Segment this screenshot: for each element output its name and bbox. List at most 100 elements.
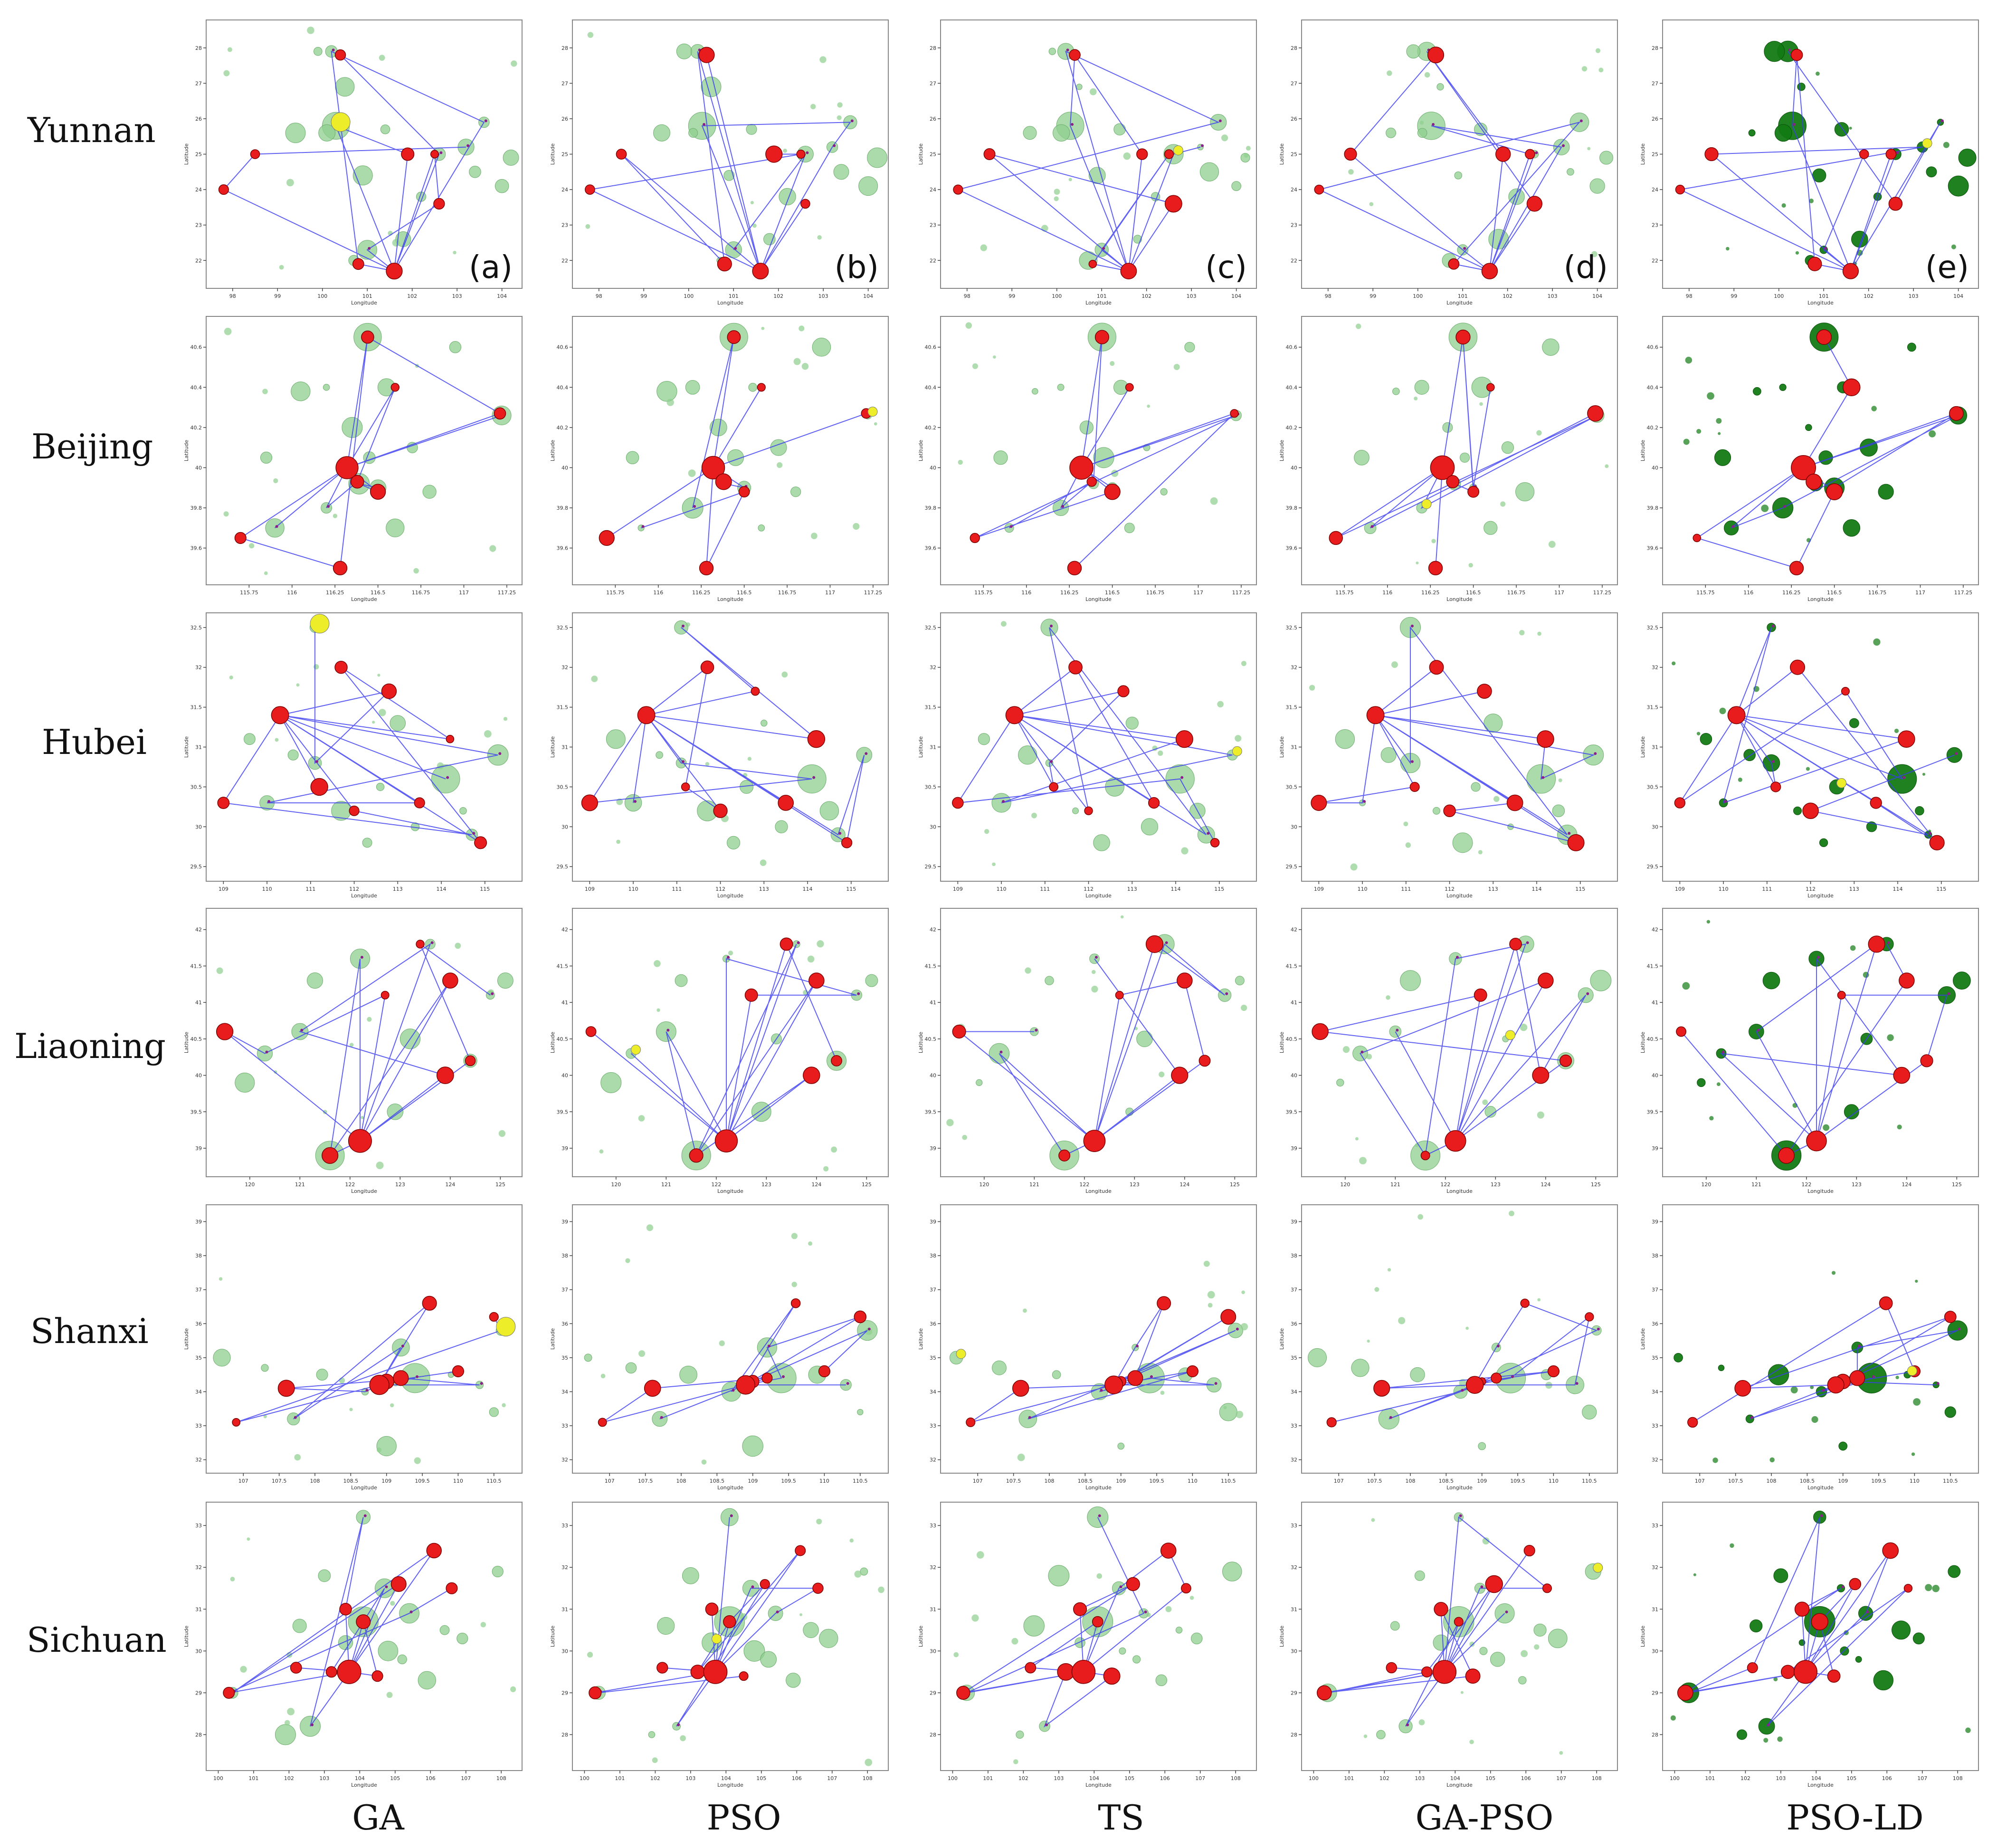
customer-point bbox=[1117, 1442, 1125, 1450]
x-tick-label: 117.25 bbox=[1232, 590, 1251, 596]
y-tick-label: 40.6 bbox=[190, 344, 202, 351]
depot-point bbox=[1811, 1613, 1828, 1630]
x-tick-label: 116 bbox=[1382, 590, 1392, 596]
x-tick-label: 101 bbox=[1458, 293, 1468, 299]
customer-point bbox=[1816, 71, 1820, 76]
depot-point bbox=[778, 795, 794, 811]
customer-point bbox=[418, 1671, 437, 1690]
x-tick-label: 104 bbox=[1450, 1775, 1460, 1781]
route-node bbox=[838, 832, 842, 835]
x-tick-label: 101 bbox=[1097, 293, 1107, 299]
x-tick-label: 116.5 bbox=[737, 590, 752, 596]
customer-point bbox=[1371, 1518, 1375, 1522]
route-line bbox=[588, 51, 851, 273]
customer-point bbox=[1536, 430, 1542, 436]
x-tick-label: 98 bbox=[229, 293, 236, 299]
customer-point bbox=[1670, 1715, 1676, 1721]
x-tick-label: 110 bbox=[1188, 1478, 1198, 1484]
route-node bbox=[1586, 992, 1589, 995]
depot-point bbox=[1806, 473, 1822, 490]
depot-point bbox=[1509, 938, 1522, 951]
y-tick-label: 40.6 bbox=[1647, 344, 1659, 351]
customer-point bbox=[287, 749, 299, 761]
customer-point bbox=[489, 545, 496, 552]
route-node bbox=[1218, 119, 1222, 123]
customer-point bbox=[390, 715, 406, 731]
customer-point bbox=[1682, 982, 1690, 990]
y-tick-label: 34 bbox=[1652, 1389, 1658, 1395]
depot-point bbox=[1827, 1376, 1845, 1394]
x-tick-label: 116.75 bbox=[1507, 590, 1526, 596]
customer-point bbox=[1120, 915, 1124, 919]
depot-point bbox=[1827, 1669, 1841, 1683]
customer-point bbox=[1873, 1670, 1894, 1691]
depot-point bbox=[1491, 1372, 1502, 1384]
customer-point bbox=[1399, 970, 1421, 991]
customer-point bbox=[294, 1454, 301, 1461]
customer-point bbox=[1032, 388, 1038, 395]
col-label-pso-ld: PSO-LD bbox=[1786, 1798, 1924, 1838]
x-tick-label: 107 bbox=[1334, 1478, 1344, 1484]
x-tick-label: 104 bbox=[1231, 293, 1241, 299]
x-tick-label: 109 bbox=[1675, 886, 1685, 892]
customer-point bbox=[779, 188, 796, 206]
customer-point bbox=[489, 1407, 499, 1417]
depot-point bbox=[1789, 561, 1804, 576]
y-tick-label: 30 bbox=[930, 824, 936, 830]
depot-point bbox=[703, 1659, 728, 1684]
customer-point bbox=[1763, 1738, 1769, 1743]
customer-point bbox=[1387, 1268, 1391, 1272]
x-tick-label: 116.5 bbox=[371, 590, 386, 596]
panel-sichuan-ga: 100 101 102 103 104 105 106 107 108 28 29 30 31 32 33 L… bbox=[183, 1502, 523, 1788]
customer-point bbox=[1160, 488, 1168, 495]
y-tick-label: 35 bbox=[930, 1355, 936, 1361]
depot-point bbox=[1373, 1380, 1390, 1397]
depot-point bbox=[841, 837, 853, 848]
customer-point bbox=[1000, 621, 1007, 627]
customer-point bbox=[1719, 707, 1726, 714]
y-tick-label: 40.5 bbox=[925, 1036, 937, 1042]
customer-point bbox=[760, 859, 767, 866]
x-tick-label: 120 bbox=[979, 1181, 989, 1188]
depot-point bbox=[1136, 148, 1148, 160]
depot-point bbox=[1058, 1149, 1071, 1162]
customer-point bbox=[1932, 1585, 1940, 1592]
depot-point bbox=[1443, 804, 1456, 817]
customer-point bbox=[248, 543, 255, 549]
customer-point bbox=[1386, 995, 1390, 1000]
y-tick-label: 41.5 bbox=[557, 963, 569, 969]
depot-point bbox=[796, 149, 806, 159]
depot-point bbox=[1693, 533, 1702, 543]
route-node bbox=[1201, 144, 1204, 147]
highlight-point bbox=[1907, 1366, 1917, 1376]
y-tick-label: 25 bbox=[930, 152, 936, 158]
customer-point bbox=[680, 1735, 686, 1742]
panel-yunnan-ts: 98 99 100 101 102 103 104 22 23 24 25 26 27 28 Longitu… bbox=[918, 19, 1257, 306]
depot-point bbox=[1885, 149, 1897, 160]
depot-point bbox=[371, 1670, 383, 1682]
route-node bbox=[1461, 1389, 1464, 1392]
customer-point bbox=[685, 380, 700, 395]
x-tick-label: 99 bbox=[274, 293, 281, 299]
x-tick-label: 104 bbox=[721, 1775, 731, 1781]
customer-point bbox=[1113, 123, 1126, 136]
customer-point bbox=[747, 757, 751, 761]
plot-frame bbox=[572, 1204, 889, 1474]
customer-point bbox=[287, 1708, 295, 1715]
customer-point bbox=[1386, 127, 1397, 138]
customer-point bbox=[1582, 1404, 1597, 1420]
y-tick-label: 40.5 bbox=[1286, 1036, 1298, 1042]
y-axis-label: Latitude bbox=[1279, 143, 1285, 165]
depot-point bbox=[589, 1686, 602, 1699]
customer-point bbox=[727, 449, 744, 466]
customer-point bbox=[313, 47, 323, 56]
route-node bbox=[776, 1610, 779, 1614]
depot-point bbox=[723, 1615, 736, 1629]
customer-point bbox=[1843, 519, 1861, 537]
route-node bbox=[430, 941, 434, 944]
x-tick-label: 103 bbox=[1187, 293, 1197, 299]
customer-point bbox=[1454, 171, 1463, 180]
depot-point bbox=[290, 1662, 302, 1674]
y-tick-label: 35 bbox=[561, 1355, 568, 1361]
x-tick-label: 115.75 bbox=[1696, 590, 1715, 596]
